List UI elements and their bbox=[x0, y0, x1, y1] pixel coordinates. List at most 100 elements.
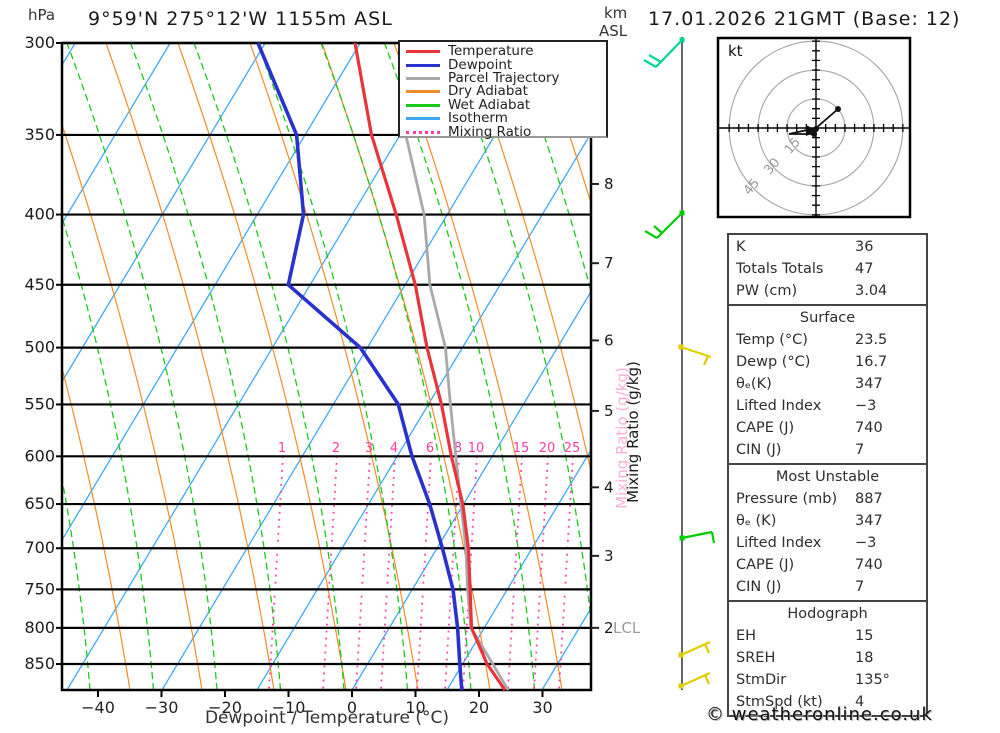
km-tick-label: 3 bbox=[604, 547, 614, 565]
wet-adiabat-line bbox=[62, 475, 91, 690]
km-tick-label: 6 bbox=[604, 331, 614, 349]
pressure-tick-label: 500 bbox=[24, 338, 55, 357]
mixing-ratio-line bbox=[268, 455, 284, 690]
table-row-label: CIN (J) bbox=[736, 579, 782, 595]
pressure-tick-label: 800 bbox=[24, 618, 55, 637]
pressure-tick-label: 400 bbox=[24, 205, 55, 224]
sounding-indices-table: K 36 Totals Totals 47 PW (cm) 3.04 Surface Temp… bbox=[727, 233, 928, 717]
table-row-label: StmSpd (kt) bbox=[736, 694, 823, 710]
table-row-label: θₑ (K) bbox=[736, 513, 777, 529]
mixing-ratio-axis-label: Mixing Ratio (g/kg) bbox=[624, 361, 642, 503]
table-row: Lifted Index −3 bbox=[736, 395, 919, 417]
legend-row: Isotherm bbox=[406, 111, 600, 125]
mixing-ratio-value-label: 25 bbox=[564, 441, 581, 456]
mixing-ratio-value-label: 3 bbox=[365, 441, 373, 456]
table-row: CIN (J) 7 bbox=[736, 439, 919, 461]
mixing-ratio-value-label: 15 bbox=[513, 441, 530, 456]
hodograph-storm-arrow bbox=[806, 125, 818, 136]
isotherm-line bbox=[66, 43, 456, 690]
wet-adiabat-line bbox=[62, 215, 155, 690]
wind-barb bbox=[678, 640, 711, 658]
table-row-value: −3 bbox=[855, 398, 877, 414]
pressure-tick-label: 600 bbox=[24, 446, 55, 465]
table-row-label: Lifted Index bbox=[736, 535, 822, 551]
legend-row: Parcel Trajectory bbox=[406, 69, 600, 86]
table-row: SREH 18 bbox=[736, 647, 919, 669]
pressure-tick-label: 450 bbox=[24, 275, 55, 294]
table-row-value: 7 bbox=[855, 442, 865, 458]
pressure-tick-label: 550 bbox=[24, 394, 55, 413]
pressure-tick-label: 300 bbox=[24, 33, 55, 52]
legend-row: Mixing Ratio bbox=[406, 125, 600, 138]
table-row-value: 36 bbox=[855, 239, 874, 255]
legend-row: Dry Adiabat bbox=[406, 85, 600, 98]
hodograph-point bbox=[835, 106, 841, 112]
km-tick-label: 5 bbox=[604, 402, 614, 420]
mixing-ratio-value-label: 10 bbox=[468, 441, 485, 456]
table-row: StmDir 135° bbox=[736, 669, 919, 691]
dry-adiabat-line bbox=[465, 43, 591, 474]
station-title: 9°59'N 275°12'W 1155m ASL bbox=[88, 8, 393, 30]
table-row-label: θₑ(K) bbox=[736, 376, 772, 392]
dry-adiabat-line bbox=[62, 365, 131, 690]
wet-adiabat-line bbox=[193, 43, 345, 690]
legend-label: Dry Adiabat bbox=[448, 83, 528, 100]
legend-row: Wet Adiabat bbox=[406, 98, 600, 112]
temp-tick-label: 30 bbox=[532, 698, 552, 717]
dry-adiabat-line bbox=[105, 43, 275, 690]
dry-adiabat-line bbox=[62, 122, 203, 690]
table-row: Dewp (°C) 16.7 bbox=[736, 351, 919, 373]
hodograph-unit-label: kt bbox=[728, 42, 743, 60]
table-row-label: StmDir bbox=[736, 672, 787, 688]
table-section-header: Hodograph bbox=[787, 606, 868, 622]
isotherm-line bbox=[256, 132, 591, 690]
mixing-ratio-value-label: 2 bbox=[332, 441, 340, 456]
legend-label: Parcel Trajectory bbox=[448, 69, 560, 86]
table-row-label: CAPE (J) bbox=[736, 420, 795, 436]
x-axis-title: Dewpoint / Temperature (°C) bbox=[204, 708, 450, 728]
table-row-value: 18 bbox=[855, 650, 874, 666]
table-row-value: 135° bbox=[855, 672, 890, 688]
legend-swatch-parcel-trajectory bbox=[406, 76, 440, 80]
km-unit-label: km bbox=[604, 4, 628, 22]
table-section-header: Most Unstable bbox=[775, 469, 880, 485]
table-row-label: Dewp (°C) bbox=[736, 354, 811, 370]
mixing-ratio-value-label: 6 bbox=[426, 441, 434, 456]
legend-label: Mixing Ratio bbox=[448, 123, 532, 140]
pressure-tick-label: 750 bbox=[24, 579, 55, 598]
table-row-label: SREH bbox=[736, 650, 776, 666]
table-row: θₑ(K) 347 bbox=[736, 373, 919, 395]
wet-adiabat-line bbox=[256, 43, 409, 690]
table-row-value: 16.7 bbox=[855, 354, 888, 370]
isotherm-line bbox=[161, 43, 551, 690]
pressure-tick-label: 850 bbox=[24, 654, 55, 673]
wet-adiabat-line bbox=[129, 43, 282, 690]
table-row-label: EH bbox=[736, 628, 757, 644]
temperature-curve bbox=[353, 42, 507, 692]
table-row-value: 347 bbox=[855, 376, 883, 392]
pressure-tick-label: 350 bbox=[24, 125, 55, 144]
lcl-label: LCL bbox=[613, 619, 641, 637]
mixing-ratio-value-label: 20 bbox=[539, 441, 556, 456]
mixing-ratio-line bbox=[507, 455, 523, 690]
isotherm-line bbox=[351, 290, 591, 690]
table-row-value: 887 bbox=[855, 491, 883, 507]
legend-swatch-isotherm bbox=[406, 117, 440, 121]
table-row: StmSpd (kt) 4 bbox=[736, 691, 919, 713]
temp-tick-label: −40 bbox=[81, 698, 115, 717]
mixing-ratio-value-label: 4 bbox=[390, 441, 398, 456]
table-row-value: 47 bbox=[855, 261, 874, 277]
table-row-label: Lifted Index bbox=[736, 398, 822, 414]
isotherm-line bbox=[62, 43, 266, 383]
mixing-ratio-line bbox=[355, 455, 371, 690]
table-section-most-unstable: Most Unstable Pressure (mb) 887 θₑ (K) 347 Li… bbox=[729, 463, 926, 600]
legend-row: Temperature bbox=[406, 44, 600, 58]
table-row: Pressure (mb) 887 bbox=[736, 488, 919, 510]
legend-swatch-temperature bbox=[406, 50, 440, 54]
wind-barb bbox=[679, 530, 716, 544]
km-tick-label: 8 bbox=[604, 175, 614, 193]
table-row: CIN (J) 7 bbox=[736, 576, 919, 598]
table-row-value: 4 bbox=[855, 694, 865, 710]
